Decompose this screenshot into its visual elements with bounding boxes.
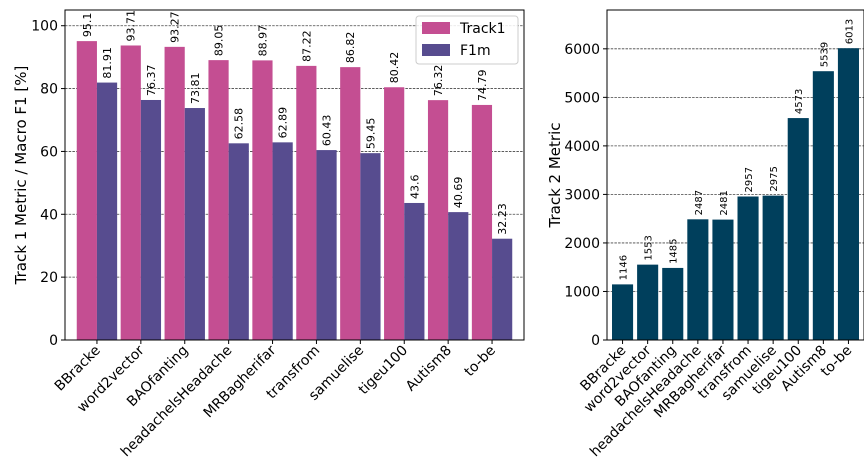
data-label: 59.45 (364, 118, 377, 150)
legend-label: Track1 (459, 21, 506, 37)
data-label: 40.69 (452, 177, 465, 209)
y-tick-label: 4000 (564, 139, 600, 155)
data-label: 2481 (719, 190, 730, 215)
data-label: 5539 (819, 42, 830, 67)
data-label: 2957 (744, 167, 755, 192)
legend-label: F1m (460, 43, 491, 59)
y-tick-label: 0 (49, 333, 58, 349)
data-label: 1553 (644, 235, 655, 260)
bar (228, 143, 249, 340)
bar (687, 219, 709, 340)
bar (252, 60, 273, 340)
chart-panel-2: 0 1000 2000 3000 4000 5000 6000 1146 1553 1485 248… (546, 9, 864, 460)
data-label: 88.97 (256, 25, 269, 57)
legend: Track1 F1m (415, 15, 519, 65)
data-label: 60.43 (321, 115, 334, 147)
data-label: 32.23 (496, 203, 509, 234)
bar (296, 65, 317, 340)
y-tick-label: 3000 (564, 187, 600, 203)
bar (712, 219, 734, 340)
x-tick-label: Autism8 (403, 343, 455, 395)
data-label: 1485 (669, 238, 680, 263)
data-label: 93.71 (125, 10, 138, 42)
chart-panel-1: 0 20 40 60 80 100 95.1 93.71 93.27 89.05 88.97 87.2… (12, 9, 525, 460)
y-tick-label: 40 (40, 207, 58, 223)
x-tick-label: to-be (461, 343, 498, 380)
bar (360, 153, 381, 340)
data-label: 1146 (619, 255, 630, 280)
legend-swatch (422, 44, 450, 56)
axes-frame (606, 9, 864, 341)
data-label: 43.6 (408, 174, 421, 199)
bar (612, 284, 634, 340)
bar (164, 46, 185, 340)
data-label: 2487 (694, 190, 705, 215)
bar (762, 195, 784, 340)
bar (737, 196, 759, 340)
data-label: 95.1 (81, 13, 94, 38)
data-label: 81.91 (101, 47, 114, 79)
y-tick-label: 0 (591, 333, 600, 349)
data-label: 4573 (794, 89, 805, 114)
bar (448, 212, 469, 340)
bar (96, 82, 118, 340)
data-label: 89.05 (213, 25, 226, 57)
y-tick-label: 2000 (564, 236, 600, 252)
bar (316, 150, 337, 340)
bar (120, 45, 141, 341)
data-label: 6013 (844, 19, 855, 44)
y-tick-label: 1000 (564, 284, 600, 300)
y-tick-label: 60 (40, 144, 58, 160)
y-tick-label: 80 (40, 82, 58, 98)
y-tick-label: 100 (31, 19, 58, 35)
data-label: 80.42 (388, 52, 401, 84)
bar (787, 118, 809, 340)
bar (471, 104, 493, 341)
y-tick-label: 5000 (564, 90, 600, 106)
data-label: 76.32 (432, 65, 445, 97)
bar (76, 41, 97, 340)
y-tick-label: 6000 (564, 42, 600, 58)
y-axis-label: Track 2 Metric (546, 123, 564, 229)
bar (637, 264, 659, 340)
data-label: 93.27 (169, 11, 182, 43)
bar (404, 202, 425, 340)
bar (662, 267, 684, 340)
data-label: 73.81 (189, 73, 202, 105)
y-tick-label: 20 (40, 270, 58, 286)
bar (384, 87, 405, 340)
data-label: 62.89 (277, 107, 290, 139)
data-label: 76.37 (145, 64, 158, 96)
bar (184, 108, 205, 340)
legend-swatch (422, 22, 450, 34)
bar (812, 71, 834, 340)
bar (208, 60, 229, 340)
data-label: 86.82 (344, 32, 357, 64)
bar (340, 67, 361, 340)
bar (837, 48, 859, 340)
data-label: 87.22 (300, 30, 313, 62)
y-axis-label: Track 1 Metric / Macro F1 [%] (12, 66, 30, 286)
bar (140, 99, 162, 340)
axes-frame (64, 9, 525, 341)
data-label: 74.79 (476, 69, 489, 101)
data-label: 62.58 (233, 108, 246, 140)
bar (272, 142, 293, 340)
data-label: 2975 (769, 166, 780, 191)
bar (492, 238, 513, 340)
bar (427, 100, 449, 340)
